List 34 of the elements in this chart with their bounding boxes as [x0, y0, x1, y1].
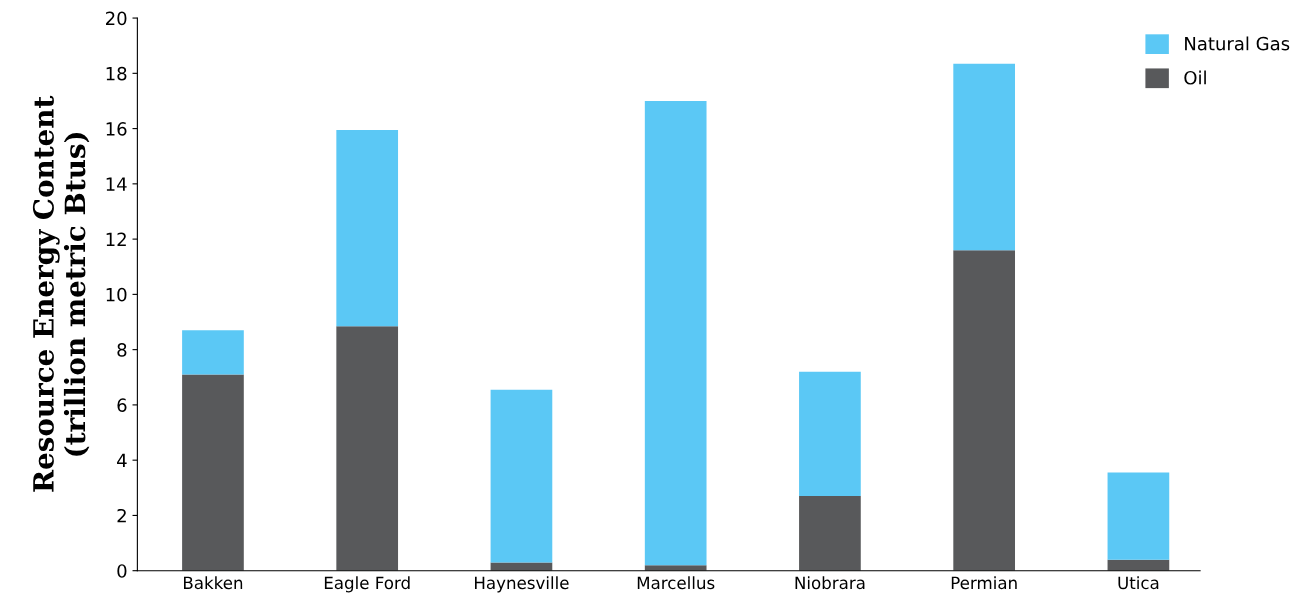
bar — [1107, 472, 1170, 560]
y-tick-label: 20 — [106, 11, 127, 26]
bar — [953, 250, 1016, 571]
bar — [182, 330, 244, 375]
y-tick-label: 16 — [106, 122, 127, 136]
y-tick-label: 18 — [106, 66, 127, 81]
bar — [336, 326, 399, 571]
bar — [490, 562, 553, 571]
x-tick-label: Eagle Ford — [324, 576, 410, 593]
bar — [490, 389, 553, 563]
bar — [336, 129, 399, 327]
y-tick-label: 8 — [117, 343, 127, 357]
bar — [953, 63, 1016, 251]
bar — [644, 565, 707, 571]
legend-label: Natural Gas — [1185, 36, 1290, 51]
bar — [182, 374, 244, 571]
legend-label: Oil — [1184, 70, 1206, 85]
y-tick-label: 10 — [106, 287, 127, 302]
y-tick-label: 4 — [117, 453, 127, 468]
x-tick-label: Utica — [1118, 576, 1159, 590]
bar — [799, 496, 861, 571]
y-tick-label: 6 — [117, 398, 127, 413]
x-tick-label: Marcellus — [637, 576, 715, 590]
bar — [644, 100, 707, 566]
y-tick-label: 2 — [117, 508, 126, 523]
x-tick-label: Haynesville — [475, 576, 569, 593]
x-tick-label: Bakken — [184, 576, 243, 590]
y-axis-title: Resource Energy Content (trillion metric Btus) — [32, 95, 90, 492]
bar — [799, 371, 861, 497]
x-tick-label: Permian — [951, 576, 1017, 590]
y-tick-label: 14 — [106, 177, 127, 191]
y-tick-label: 0 — [117, 564, 127, 578]
x-tick-label: Niobrara — [795, 576, 865, 590]
y-tick-label: 12 — [106, 232, 126, 246]
